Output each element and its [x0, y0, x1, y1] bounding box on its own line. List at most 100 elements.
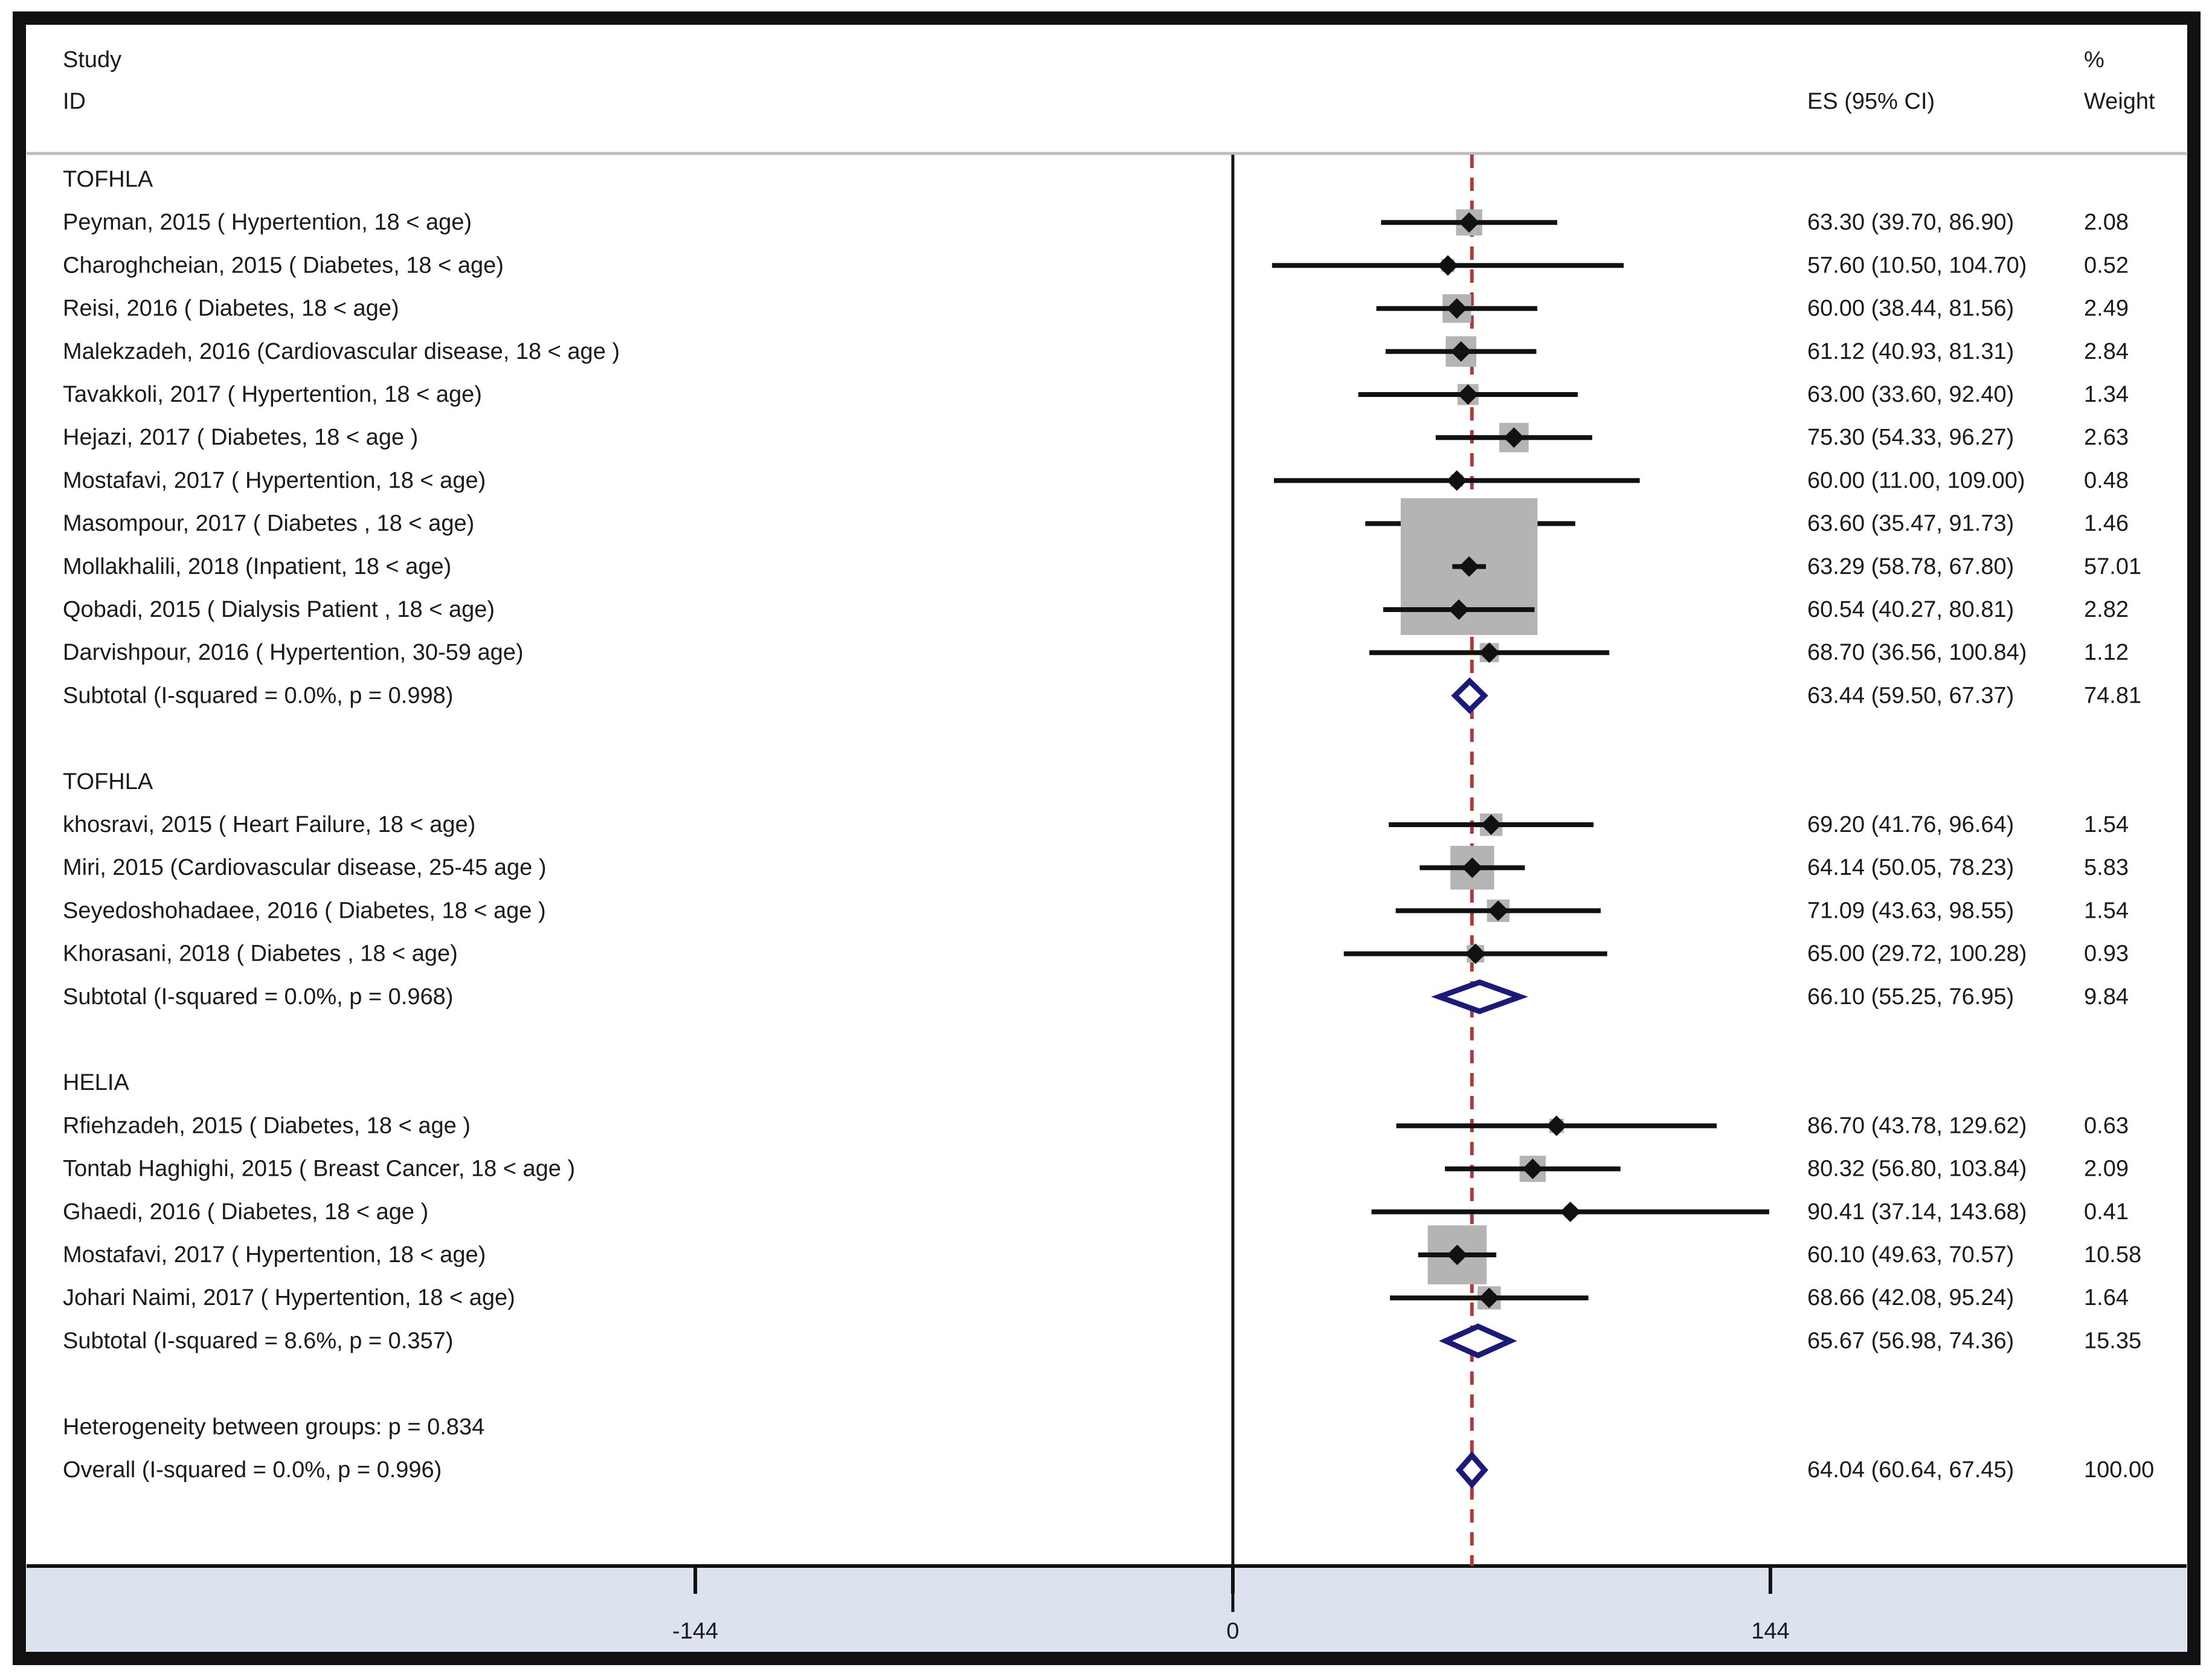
weight-value: 2.49	[2084, 296, 2129, 321]
weight-value: 0.63	[2084, 1113, 2129, 1138]
study-label: Seyedoshohadaee, 2016 ( Diabetes, 18 < a…	[63, 898, 546, 923]
weight-value: 0.52	[2084, 253, 2129, 278]
weight-value: 2.84	[2084, 339, 2129, 364]
study-label: Overall (I-squared = 0.0%, p = 0.996)	[63, 1457, 442, 1483]
header-id: ID	[63, 89, 86, 114]
table-row: Darvishpour, 2016 ( Hypertention, 30-59 …	[63, 640, 2129, 665]
weight-value: 15.35	[2084, 1328, 2141, 1353]
table-row: Miri, 2015 (Cardiovascular disease, 25-4…	[63, 845, 2129, 890]
es-ci-value: 80.32 (56.80, 103.84)	[1807, 1156, 2027, 1182]
study-label: Johari Naimi, 2017 ( Hypertention, 18 < …	[63, 1285, 515, 1310]
point-estimate	[1503, 427, 1525, 448]
point-estimate	[1447, 1245, 1468, 1265]
weight-value: 1.64	[2084, 1285, 2129, 1310]
point-estimate	[1459, 556, 1480, 577]
study-label: Mostafavi, 2017 ( Hypertention, 18 < age…	[63, 1242, 486, 1268]
es-ci-value: 66.10 (55.25, 76.95)	[1807, 984, 2014, 1010]
es-ci-value: 60.10 (49.63, 70.57)	[1807, 1242, 2014, 1268]
table-row: Ghaedi, 2016 ( Diabetes, 18 < age ) 90.41…	[63, 1199, 2129, 1225]
point-estimate	[1481, 814, 1502, 835]
weight-value: 2.09	[2084, 1156, 2129, 1182]
table-row: Mostafavi, 2017 ( Hypertention, 18 < age…	[63, 468, 2129, 493]
study-label: Rfiehzadeh, 2015 ( Diabetes, 18 < age )	[63, 1113, 471, 1138]
es-ci-value: 68.66 (42.08, 95.24)	[1807, 1285, 2014, 1310]
weight-value: 0.48	[2084, 468, 2129, 493]
table-row: khosravi, 2015 ( Heart Failure, 18 < age…	[63, 812, 2129, 837]
weight-value: 5.83	[2084, 855, 2129, 880]
es-ci-value: 61.12 (40.93, 81.31)	[1807, 339, 2014, 364]
subtotal-diamond	[1431, 979, 1528, 1014]
weight-value: 1.54	[2084, 812, 2129, 837]
study-label: Heterogeneity between groups: p = 0.834	[63, 1414, 484, 1440]
point-estimate	[1465, 943, 1486, 964]
study-label: Ghaedi, 2016 ( Diabetes, 18 < age )	[63, 1199, 428, 1225]
study-label: Masompour, 2017 ( Diabetes , 18 < age)	[63, 511, 474, 537]
point-estimate	[1462, 857, 1483, 878]
weight-value: 0.93	[2084, 941, 2129, 967]
table-row: Qobadi, 2015 ( Dialysis Patient , 18 < a…	[63, 594, 2129, 625]
weight-value: 1.34	[2084, 382, 2129, 407]
weight-value: 1.46	[2084, 511, 2129, 537]
table-row: Seyedoshohadaee, 2016 ( Diabetes, 18 < a…	[63, 898, 2129, 923]
table-row: Overall (I-squared = 0.0%, p = 0.996) 64.…	[63, 1451, 2154, 1489]
weight-value: 2.63	[2084, 425, 2129, 450]
group-header: TOFHLA	[63, 167, 153, 192]
point-estimate	[1546, 1115, 1567, 1136]
header-study: Study	[63, 47, 121, 73]
table-row: Subtotal (I-squared = 0.0%, p = 0.968) 66…	[63, 979, 2129, 1014]
study-label: Charoghcheian, 2015 ( Diabetes, 18 < age…	[63, 253, 504, 278]
study-label: Peyman, 2015 ( Hypertention, 18 < age)	[63, 210, 472, 235]
point-estimate	[1522, 1158, 1543, 1179]
study-label: Hejazi, 2017 ( Diabetes, 18 < age )	[63, 425, 418, 450]
table-row: Tavakkoli, 2017 ( Hypertention, 18 < age…	[63, 382, 2129, 407]
study-label: Miri, 2015 (Cardiovascular disease, 25-4…	[63, 855, 547, 880]
axis-tick-label: 144	[1751, 1619, 1789, 1644]
header-es: ES (95% CI)	[1807, 89, 1935, 114]
subtotal-diamond	[1439, 1323, 1517, 1359]
point-estimate	[1448, 599, 1470, 620]
point-estimate	[1458, 384, 1479, 405]
study-label: Subtotal (I-squared = 0.0%, p = 0.968)	[63, 984, 453, 1010]
group-header: HELIA	[63, 1070, 129, 1095]
es-ci-value: 57.60 (10.50, 104.70)	[1807, 253, 2027, 278]
plot-rows: TOFHLA Peyman, 2015 ( Hypertention, 18 < …	[63, 167, 2154, 1489]
es-ci-value: 71.09 (43.63, 98.55)	[1807, 898, 2014, 923]
weight-value: 0.41	[2084, 1199, 2129, 1225]
point-estimate	[1446, 298, 1467, 319]
study-label: Reisi, 2016 ( Diabetes, 18 < age)	[63, 296, 399, 321]
point-estimate	[1479, 1287, 1500, 1309]
weight-value: 2.82	[2084, 597, 2129, 622]
table-row: Tontab Haghighi, 2015 ( Breast Cancer, 1…	[63, 1155, 2129, 1182]
point-estimate	[1446, 470, 1467, 491]
study-label: khosravi, 2015 ( Heart Failure, 18 < age…	[63, 812, 475, 837]
weight-value: 1.54	[2084, 898, 2129, 923]
table-row: Reisi, 2016 ( Diabetes, 18 < age) 60.00 (…	[63, 294, 2129, 323]
study-label: Qobadi, 2015 ( Dialysis Patient , 18 < a…	[63, 597, 495, 622]
study-label: Malekzadeh, 2016 (Cardiovascular disease…	[63, 339, 620, 364]
es-ci-value: 60.54 (40.27, 80.81)	[1807, 597, 2014, 622]
study-label: Mollakhalili, 2018 (Inpatient, 18 < age)	[63, 554, 451, 579]
es-ci-value: 65.67 (56.98, 74.36)	[1807, 1328, 2014, 1353]
table-row: Mollakhalili, 2018 (Inpatient, 18 < age)…	[63, 498, 2141, 636]
weight-value: 100.00	[2084, 1457, 2154, 1483]
x-axis: -144 0 144	[672, 1566, 1790, 1644]
outer-frame	[13, 11, 2201, 1665]
group-label: TOFHLA	[63, 769, 153, 794]
axis-tick-label: -144	[672, 1619, 718, 1644]
header-percent: %	[2084, 47, 2104, 73]
es-ci-value: 63.60 (35.47, 91.73)	[1807, 511, 2014, 537]
es-ci-value: 63.29 (58.78, 67.80)	[1807, 554, 2014, 579]
table-row: Subtotal (I-squared = 0.0%, p = 0.998) 63…	[63, 677, 2141, 714]
group-label: TOFHLA	[63, 167, 153, 192]
point-estimate	[1479, 642, 1500, 663]
table-row: Hejazi, 2017 ( Diabetes, 18 < age ) 75.30…	[63, 422, 2129, 453]
axis-band	[27, 1566, 2187, 1652]
study-label: Tavakkoli, 2017 ( Hypertention, 18 < age…	[63, 382, 482, 407]
study-label: Subtotal (I-squared = 0.0%, p = 0.998)	[63, 683, 453, 708]
table-row: Subtotal (I-squared = 8.6%, p = 0.357) 65…	[63, 1323, 2141, 1359]
es-ci-value: 68.70 (36.56, 100.84)	[1807, 640, 2027, 665]
es-ci-value: 65.00 (29.72, 100.28)	[1807, 941, 2027, 967]
weight-value: 57.01	[2084, 554, 2141, 579]
overall-diamond	[1455, 1451, 1488, 1489]
group-header: TOFHLA	[63, 769, 153, 794]
